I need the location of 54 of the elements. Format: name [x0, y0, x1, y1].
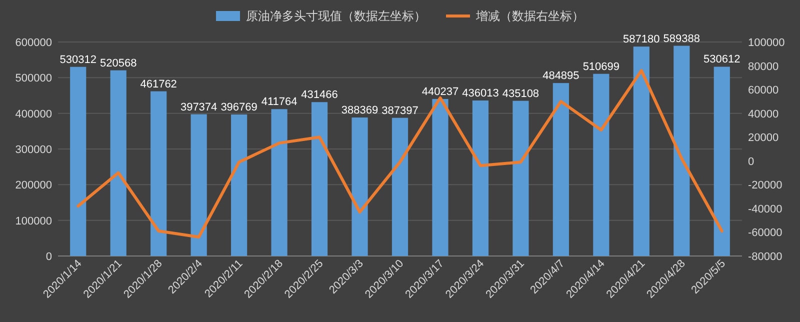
data-label: 461762: [140, 78, 177, 90]
bar: [150, 91, 167, 256]
bar: [311, 102, 328, 256]
y2-tick-label: 60000: [748, 84, 779, 97]
data-label: 431466: [301, 89, 338, 102]
bar: [271, 109, 288, 256]
data-label: 589388: [663, 32, 700, 45]
data-label: 397374: [180, 101, 218, 114]
data-label: 411764: [261, 96, 298, 108]
data-label: 484895: [542, 70, 580, 82]
data-label: 510699: [582, 60, 620, 73]
y-tick-label: 300000: [15, 144, 52, 156]
bar: [432, 98, 448, 256]
bar: [70, 66, 86, 256]
y2-tick-label: 20000: [748, 132, 779, 144]
bar: [472, 100, 489, 256]
data-label: 388369: [341, 104, 378, 116]
data-label: 435108: [502, 88, 540, 100]
legend-label: 增减（数据右坐标）: [475, 9, 584, 23]
line-series: [76, 69, 724, 238]
bar: [593, 74, 610, 256]
bar: [512, 100, 529, 256]
data-label: 396769: [220, 101, 258, 114]
data-label: 520568: [100, 57, 137, 70]
bar: [231, 114, 248, 256]
y2-tick-label: -40000: [748, 203, 782, 216]
y-tick-label: 600000: [15, 37, 52, 49]
data-label: 436013: [462, 87, 499, 100]
bar: [110, 70, 126, 256]
y2-tick-label: 100000: [748, 37, 785, 49]
data-label: 530612: [704, 54, 740, 66]
bar: [392, 118, 408, 256]
y2-tick-label: 0: [748, 156, 754, 168]
bar: [190, 114, 207, 256]
y-tick-label: 100000: [15, 215, 52, 228]
legend-label: 原油净多头寸现值（数据左坐标）: [246, 9, 426, 23]
y2-tick-label: -80000: [748, 251, 782, 263]
bar: [674, 46, 690, 256]
y-tick-label: 0: [46, 251, 52, 263]
bar: [714, 66, 730, 256]
y-tick-label: 200000: [15, 180, 52, 192]
bar: [352, 117, 368, 256]
y-tick-label: 500000: [15, 72, 52, 85]
data-label: 387397: [382, 104, 418, 117]
bar: [552, 83, 569, 256]
data-label: 530312: [60, 54, 96, 66]
data-label: 587180: [623, 34, 660, 46]
y2-tick-label: 80000: [748, 60, 779, 73]
y2-tick-label: -60000: [748, 227, 782, 240]
y-tick-label: 400000: [15, 108, 52, 120]
bar: [633, 46, 650, 256]
y2-tick-label: -20000: [748, 180, 782, 192]
data-label: 440237: [422, 86, 459, 98]
y2-tick-label: 40000: [748, 108, 779, 120]
